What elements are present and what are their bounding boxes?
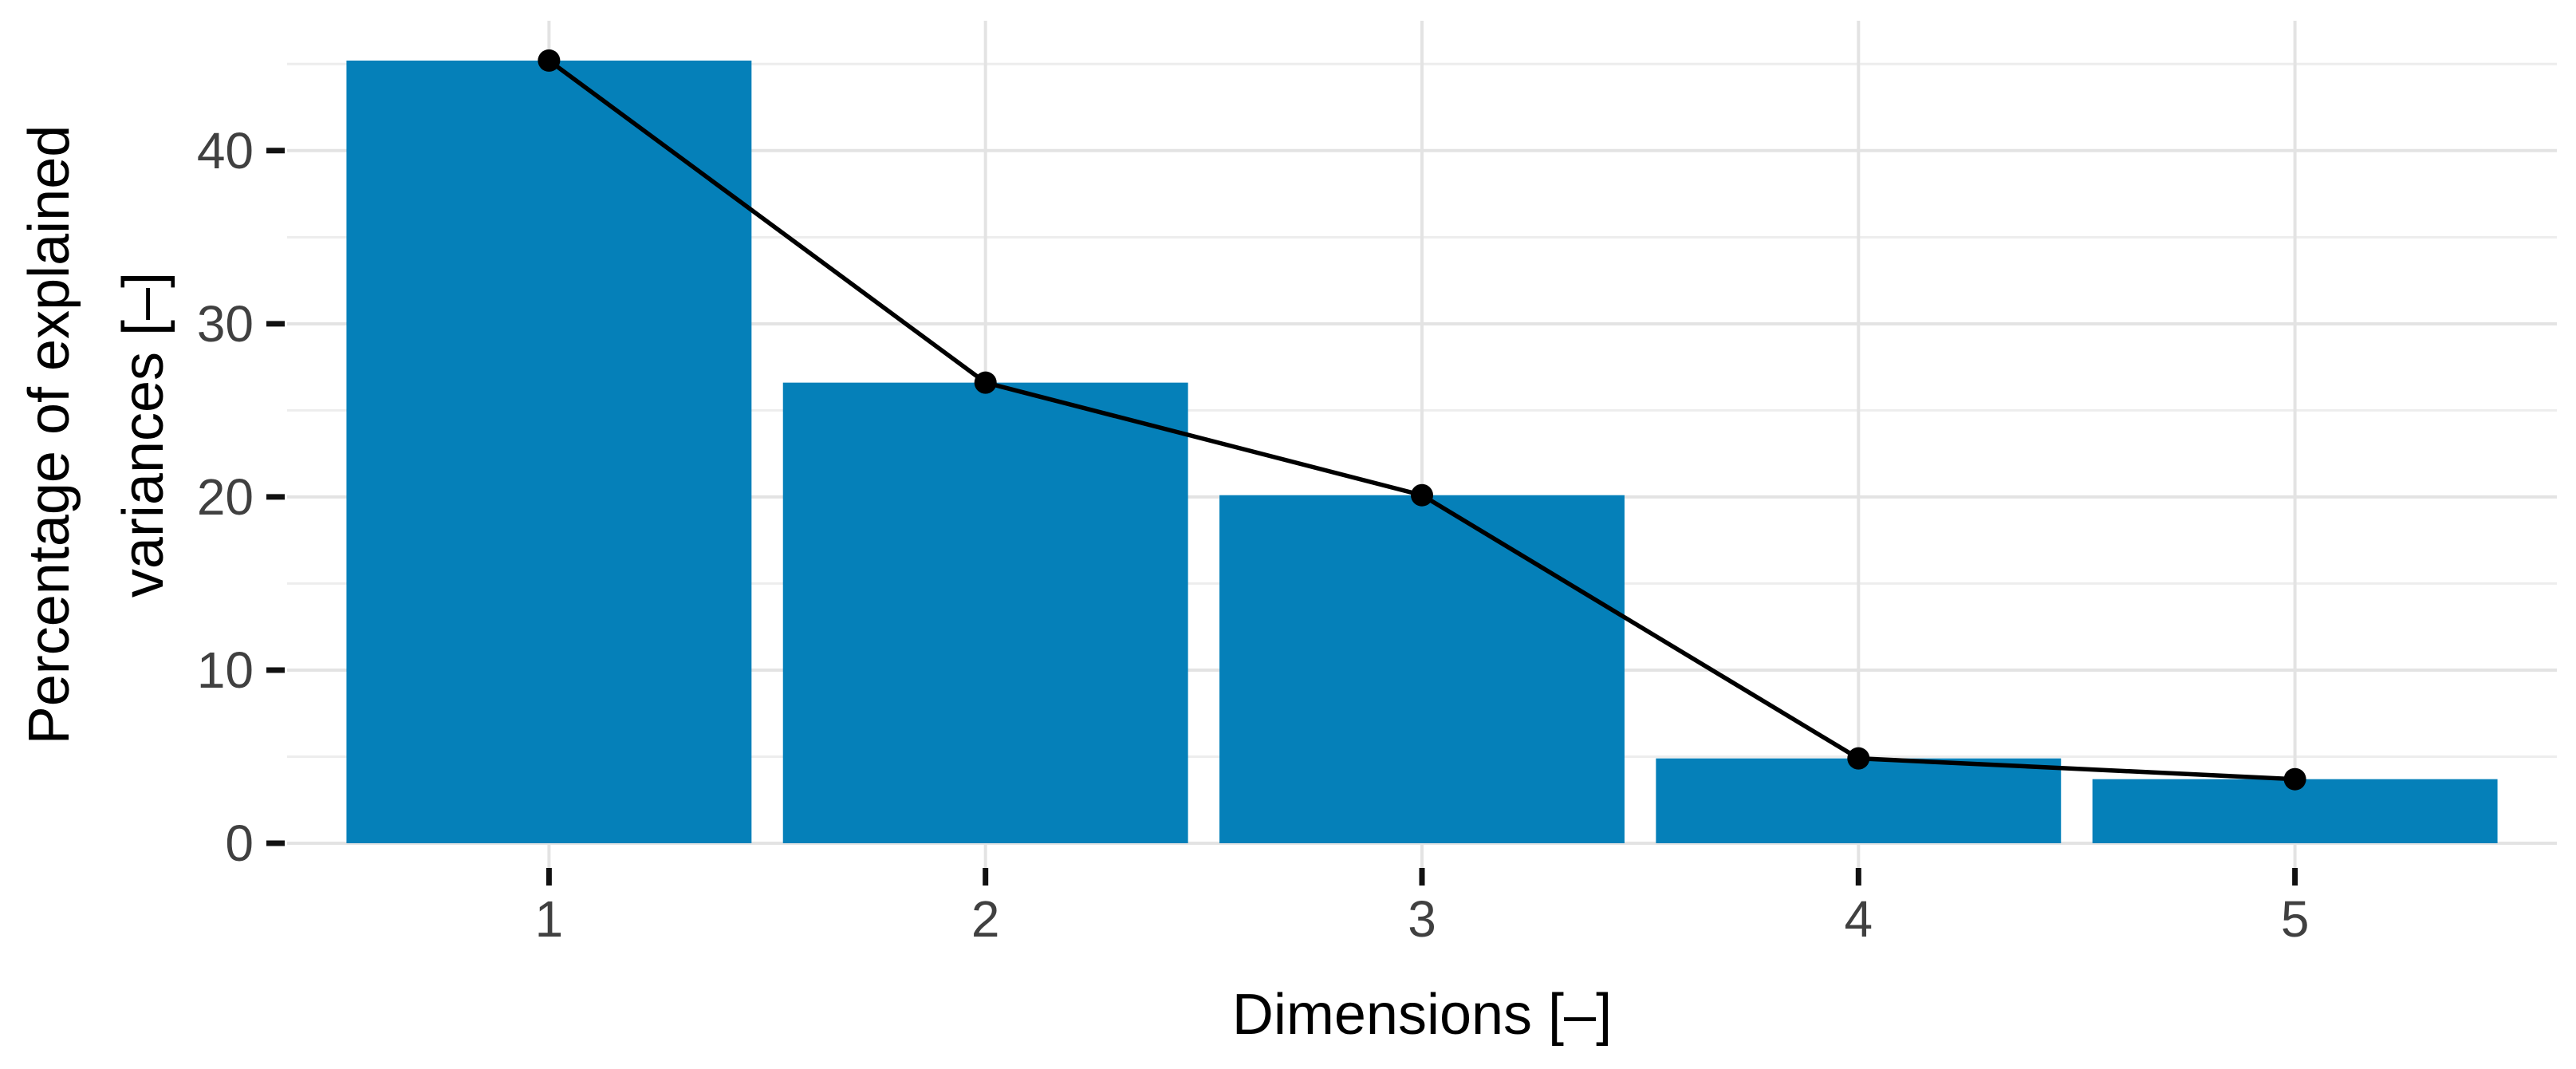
- x-tick-label: 4: [1845, 890, 1873, 948]
- x-axis: 1 2 3 4 5: [535, 868, 2310, 948]
- y-tick-label: 30: [197, 295, 254, 353]
- scree-point-2: [974, 371, 997, 394]
- y-tick-label: 10: [197, 641, 254, 699]
- bar-dimension-2: [782, 382, 1188, 843]
- x-tick-label: 3: [1408, 890, 1436, 948]
- y-tick-label: 20: [197, 468, 254, 526]
- y-axis-title-line-2: variances [–]: [112, 272, 175, 598]
- scree-points: [538, 49, 2306, 791]
- x-axis-title: Dimensions [–]: [1232, 983, 1612, 1047]
- scree-point-3: [1411, 483, 1433, 507]
- scree-point-1: [538, 49, 561, 72]
- x-tick-label: 5: [2281, 890, 2310, 948]
- bar-dimension-3: [1219, 495, 1625, 843]
- x-tick-label: 2: [971, 890, 1000, 948]
- bar-dimension-1: [346, 60, 752, 843]
- bars: [346, 60, 2498, 843]
- bar-dimension-4: [1656, 758, 2062, 843]
- y-tick-label: 0: [225, 815, 254, 872]
- y-tick-label: 40: [197, 122, 254, 179]
- x-tick-label: 1: [535, 890, 564, 948]
- y-axis: 0 10 20 30 40: [197, 122, 285, 872]
- scree-point-5: [2283, 767, 2306, 791]
- y-axis-title-line-1: Percentage of explained: [18, 125, 81, 745]
- scree-point-4: [1847, 747, 1870, 770]
